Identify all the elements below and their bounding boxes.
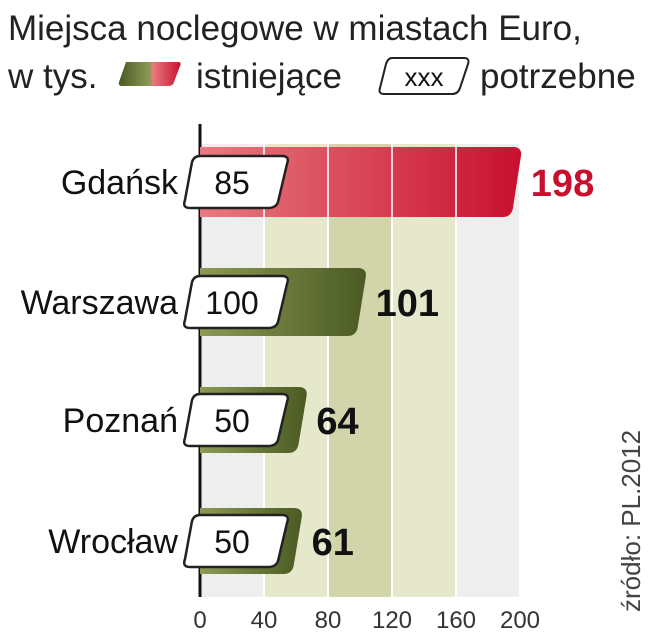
x-tick-label: 40 [251, 607, 278, 634]
category-label: Wrocław [48, 523, 178, 561]
x-tick-label: 200 [500, 607, 540, 634]
needed-value-label: 50 [214, 403, 250, 439]
legend: istniejące xxx potrzebne [118, 57, 636, 96]
needed-value-label: 50 [214, 524, 250, 560]
grid-band [392, 144, 456, 597]
existing-value-label: 198 [531, 163, 594, 205]
source-note: źródło: PL.2012 [616, 430, 646, 612]
needed-box [182, 513, 290, 569]
category-label: Warszawa [21, 284, 179, 322]
chart-title: Miejsca noclegowe w miastach Euro, [8, 9, 582, 48]
chart-subtitle: w tys. [7, 57, 97, 96]
x-tick-label: 0 [193, 607, 206, 634]
existing-value-label: 61 [312, 522, 354, 564]
legend-needed-box-text: xxx [405, 62, 444, 92]
legend-existing-swatch [118, 62, 181, 86]
needed-value-label: 100 [205, 285, 258, 321]
x-tick-label: 120 [372, 607, 412, 634]
legend-existing-label: istniejące [196, 57, 342, 96]
needed-box [182, 392, 290, 448]
grid-band [456, 144, 520, 597]
needed-box [182, 154, 290, 210]
legend-needed-label: potrzebne [480, 57, 636, 96]
x-tick-label: 80 [315, 607, 342, 634]
category-label: Gdańsk [61, 164, 179, 202]
x-tick-label: 160 [436, 607, 476, 634]
needed-box [182, 274, 290, 330]
plot-area: 0 40 80 120 160 200 85 Gdańsk 198 100 Warszawa 101 5… [21, 124, 594, 634]
grid-band [328, 144, 392, 597]
existing-value-label: 64 [316, 401, 358, 443]
existing-value-label: 101 [376, 283, 439, 325]
legend-needed-box [378, 57, 470, 95]
category-label: Poznań [63, 402, 178, 440]
needed-value-label: 85 [214, 165, 250, 201]
